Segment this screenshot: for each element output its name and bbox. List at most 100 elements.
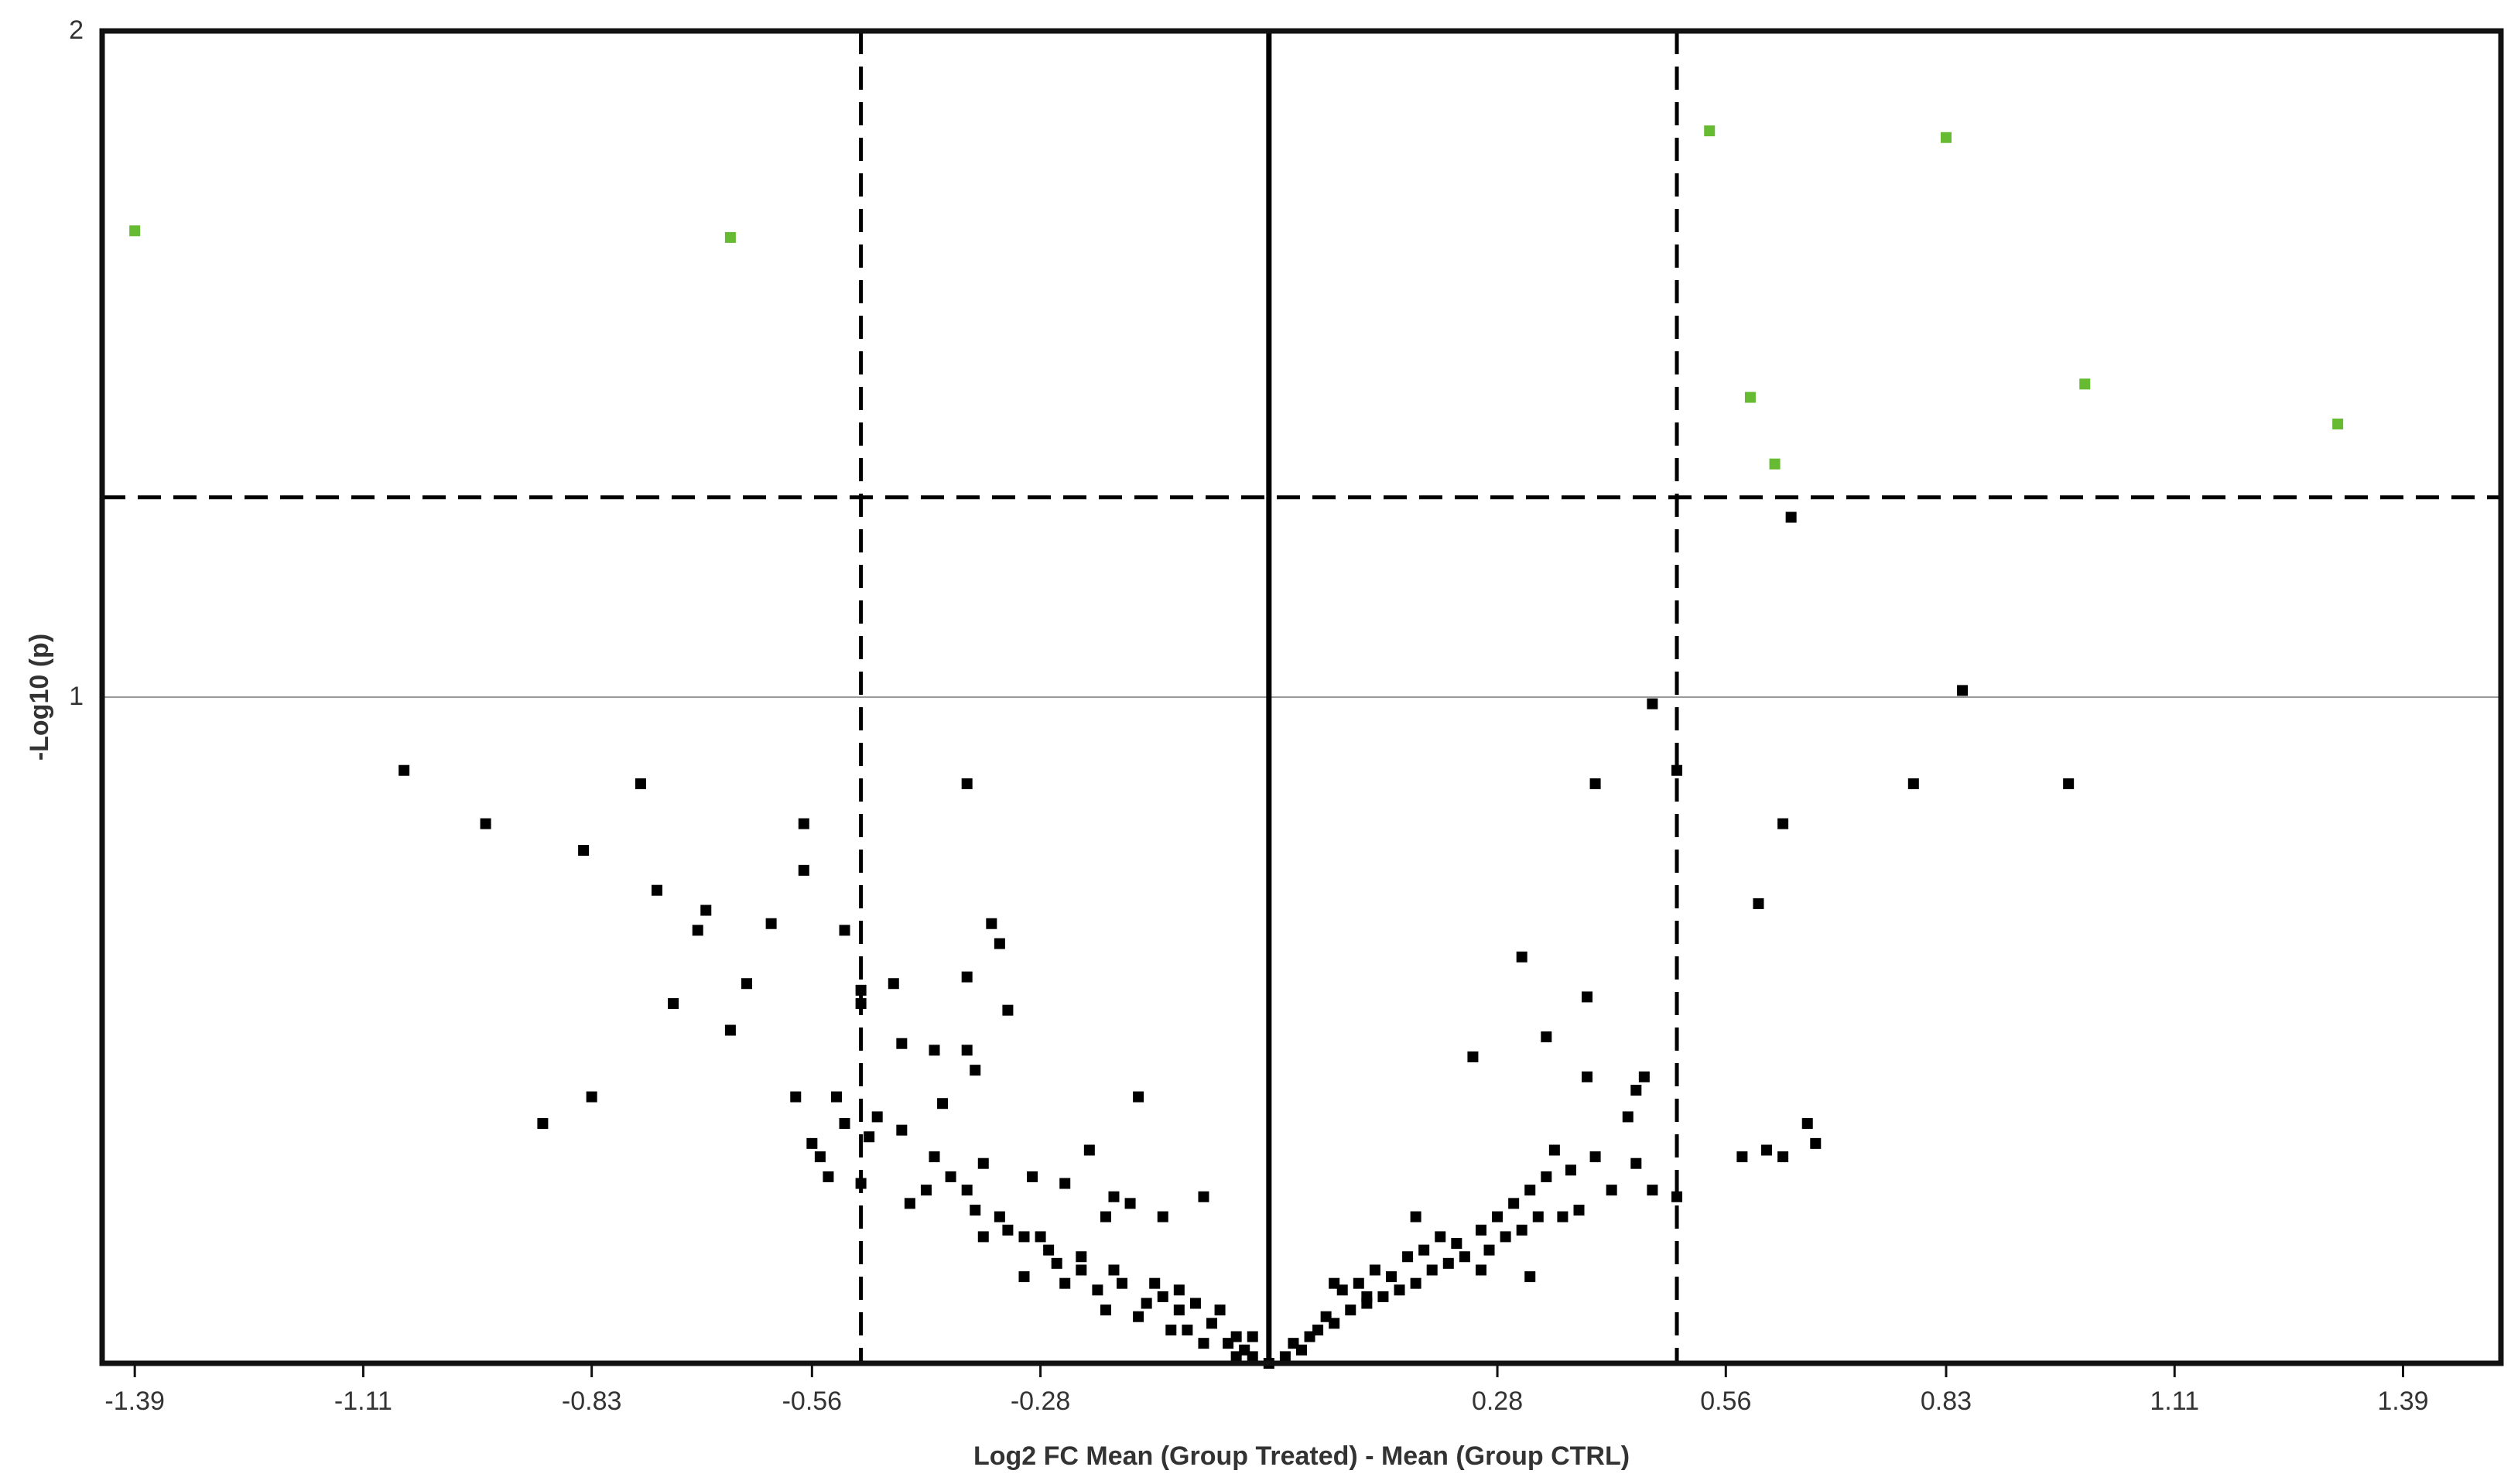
data-point-39 bbox=[1671, 1191, 1683, 1202]
threshold-layer bbox=[102, 31, 2501, 1363]
data-point-71 bbox=[814, 1151, 826, 1163]
data-point-110 bbox=[1189, 1298, 1201, 1309]
data-point-127 bbox=[1532, 1211, 1544, 1222]
data-point-34 bbox=[1810, 1137, 1822, 1149]
data-point-19 bbox=[741, 978, 752, 990]
x-tick-label-0: -1.39 bbox=[104, 1387, 165, 1416]
data-point-76 bbox=[994, 1211, 1005, 1222]
data-point-28 bbox=[1467, 1051, 1479, 1062]
data-point-128 bbox=[1557, 1211, 1569, 1222]
data-point-139 bbox=[1435, 1231, 1446, 1243]
data-point-85 bbox=[790, 1091, 802, 1103]
data-point-49 bbox=[1002, 1004, 1014, 1016]
x-tick-label-4: -0.28 bbox=[1011, 1387, 1071, 1416]
data-point-153 bbox=[1606, 1185, 1617, 1196]
x-tick-label-6: 0.56 bbox=[1700, 1387, 1751, 1416]
data-point-142 bbox=[1492, 1211, 1504, 1222]
data-point-41 bbox=[994, 938, 1005, 949]
data-point-122 bbox=[1442, 1257, 1454, 1269]
data-point-40 bbox=[986, 918, 997, 929]
data-point-100 bbox=[1059, 1277, 1071, 1289]
data-point-148 bbox=[1329, 1277, 1340, 1289]
data-point-46 bbox=[896, 1038, 908, 1049]
data-point-124 bbox=[1483, 1244, 1495, 1256]
data-point-98 bbox=[977, 1231, 989, 1243]
data-point-150 bbox=[1410, 1211, 1421, 1222]
data-point-14 bbox=[798, 864, 809, 876]
data-point-136 bbox=[1385, 1271, 1397, 1283]
data-point-83 bbox=[1206, 1318, 1218, 1329]
data-point-151 bbox=[1475, 1264, 1486, 1276]
data-point-146 bbox=[1565, 1164, 1576, 1176]
data-point-74 bbox=[904, 1198, 915, 1209]
data-point-86 bbox=[864, 1131, 875, 1143]
data-point-111 bbox=[1247, 1331, 1258, 1342]
data-point-18 bbox=[692, 925, 703, 936]
data-point-43 bbox=[888, 978, 899, 990]
data-point-27 bbox=[1582, 991, 1593, 1003]
data-point-9 bbox=[578, 845, 590, 857]
data-point-89 bbox=[1002, 1224, 1014, 1236]
data-point-58 bbox=[929, 1151, 940, 1163]
x-axis-label: Log2 FC Mean (Group Treated) - Mean (Gro… bbox=[973, 1441, 1630, 1471]
significant-point-6 bbox=[2332, 418, 2344, 429]
data-point-59 bbox=[977, 1157, 989, 1169]
data-point-5 bbox=[1907, 778, 1919, 789]
data-point-63 bbox=[1100, 1211, 1111, 1222]
data-point-91 bbox=[1092, 1284, 1103, 1296]
data-point-55 bbox=[896, 1124, 908, 1136]
x-tick-label-1: -1.11 bbox=[334, 1387, 392, 1416]
x-tick-label-7: 0.83 bbox=[1921, 1387, 1972, 1416]
data-point-132 bbox=[1320, 1311, 1332, 1322]
data-point-52 bbox=[830, 1091, 842, 1103]
data-point-109 bbox=[1157, 1291, 1168, 1302]
data-point-121 bbox=[1426, 1264, 1438, 1276]
data-point-140 bbox=[1451, 1238, 1462, 1250]
data-point-31 bbox=[1630, 1084, 1642, 1096]
data-point-125 bbox=[1500, 1231, 1511, 1243]
data-point-7 bbox=[399, 764, 410, 776]
data-point-11 bbox=[961, 778, 973, 789]
data-point-37 bbox=[1777, 1151, 1789, 1163]
data-point-12 bbox=[652, 884, 663, 896]
data-point-50 bbox=[970, 1065, 981, 1076]
data-point-13 bbox=[798, 818, 809, 829]
data-point-84 bbox=[1239, 1344, 1250, 1356]
significant-point-2 bbox=[1704, 125, 1716, 137]
data-point-30 bbox=[1582, 1071, 1593, 1082]
data-point-154 bbox=[1622, 1111, 1634, 1123]
data-point-118 bbox=[1377, 1291, 1389, 1302]
data-point-149 bbox=[1361, 1291, 1373, 1302]
data-point-119 bbox=[1394, 1284, 1405, 1296]
data-point-60 bbox=[1027, 1171, 1038, 1182]
data-point-103 bbox=[1165, 1324, 1177, 1335]
data-point-156 bbox=[1524, 1271, 1536, 1283]
data-point-69 bbox=[1230, 1331, 1242, 1342]
plot-frame bbox=[99, 28, 2504, 1366]
data-point-75 bbox=[961, 1185, 973, 1196]
data-point-94 bbox=[1223, 1338, 1234, 1349]
data-point-17 bbox=[839, 925, 850, 936]
data-point-99 bbox=[1018, 1271, 1030, 1283]
data-point-80 bbox=[1108, 1264, 1120, 1276]
data-point-24 bbox=[1777, 818, 1789, 829]
data-point-72 bbox=[823, 1171, 834, 1182]
data-point-112 bbox=[1279, 1351, 1291, 1363]
data-point-54 bbox=[871, 1111, 883, 1123]
x-tick-label-9: 1.39 bbox=[2377, 1387, 2428, 1416]
data-point-10 bbox=[635, 778, 646, 789]
data-point-57 bbox=[1083, 1144, 1095, 1156]
data-point-101 bbox=[1100, 1304, 1111, 1316]
data-point-95 bbox=[1247, 1351, 1258, 1363]
data-point-102 bbox=[1133, 1311, 1144, 1322]
data-point-116 bbox=[1345, 1304, 1356, 1316]
y-axis-ticks: 12 bbox=[69, 15, 84, 711]
significant-point-4 bbox=[1744, 392, 1756, 403]
points-layer bbox=[129, 125, 2344, 1369]
y-tick-label-1: 2 bbox=[69, 15, 84, 45]
data-point-108 bbox=[1117, 1277, 1128, 1289]
data-point-67 bbox=[1173, 1284, 1185, 1296]
significant-point-0 bbox=[129, 225, 141, 237]
data-point-26 bbox=[1516, 951, 1527, 963]
